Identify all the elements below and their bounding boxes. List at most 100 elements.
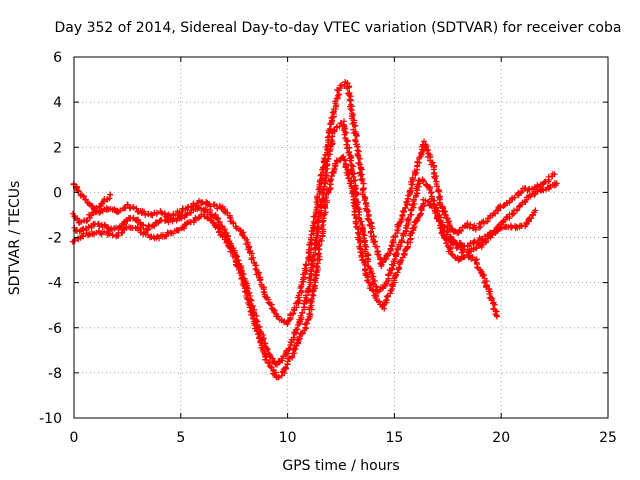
data-point — [367, 228, 374, 235]
data-point — [480, 272, 487, 279]
data-point — [472, 245, 479, 252]
data-point — [257, 276, 264, 283]
data-point — [375, 251, 382, 258]
chart-title: Day 352 of 2014, Sidereal Day-to-day VTE… — [55, 20, 622, 36]
data-point — [207, 203, 214, 210]
data-point — [239, 275, 246, 282]
data-point — [483, 282, 490, 289]
x-tick-label: 20 — [492, 430, 510, 446]
data-point — [361, 232, 368, 239]
data-point — [275, 313, 282, 320]
data-point — [250, 254, 257, 261]
data-point — [447, 248, 454, 255]
data-point — [440, 207, 447, 214]
data-point — [380, 259, 387, 266]
data-point — [93, 204, 100, 211]
x-tick-label: 5 — [176, 430, 185, 446]
data-point — [153, 234, 160, 241]
x-tick-label: 10 — [279, 430, 297, 446]
data-point — [393, 250, 400, 257]
data-point — [405, 215, 412, 222]
data-point — [369, 225, 376, 232]
x-tick-label: 25 — [599, 430, 617, 446]
series-late-branch — [438, 209, 538, 250]
data-point — [356, 239, 363, 246]
x-tick-label: 15 — [385, 430, 403, 446]
data-point — [83, 196, 90, 203]
data-point — [323, 197, 330, 204]
data-point — [107, 191, 114, 198]
data-point — [275, 374, 282, 381]
data-point — [78, 218, 85, 225]
data-point — [474, 264, 481, 271]
data-point — [399, 208, 406, 215]
data-point — [303, 261, 310, 268]
data-point — [329, 109, 336, 116]
data-point — [510, 210, 517, 217]
data-point — [433, 183, 440, 190]
data-point — [311, 213, 318, 220]
data-point — [264, 346, 271, 353]
data-point — [414, 158, 421, 165]
data-point — [356, 214, 363, 221]
data-point — [245, 244, 252, 251]
data-point — [299, 330, 306, 337]
data-point — [201, 211, 208, 218]
data-point — [403, 199, 410, 206]
data-point — [153, 210, 160, 217]
data-point — [373, 243, 380, 250]
data-point — [157, 209, 164, 216]
data-point — [359, 189, 366, 196]
data-point — [80, 193, 87, 200]
data-point — [198, 199, 205, 206]
x-tick-labels: 0 5 10 15 20 25 — [70, 430, 617, 446]
data-point — [203, 198, 210, 205]
data-point — [511, 194, 518, 201]
data-point — [315, 186, 322, 193]
data-point — [374, 248, 381, 255]
data-point — [183, 220, 190, 227]
data-point — [251, 259, 258, 266]
data-point — [397, 219, 404, 226]
data-point — [493, 226, 500, 233]
data-point — [303, 320, 310, 327]
data-point — [392, 233, 399, 240]
data-point — [435, 218, 442, 225]
data-point — [427, 190, 434, 197]
data-point — [178, 209, 185, 216]
data-point — [290, 334, 297, 341]
data-point — [231, 251, 238, 258]
data-point — [311, 283, 318, 290]
data-point — [141, 208, 148, 215]
data-point — [256, 334, 263, 341]
data-point — [371, 239, 378, 246]
y-tick-label: 2 — [53, 140, 62, 156]
data-point — [261, 350, 268, 357]
data-point — [296, 333, 303, 340]
data-point — [356, 231, 363, 238]
data-point — [344, 138, 351, 145]
data-marks — [69, 79, 560, 381]
data-point — [134, 217, 141, 224]
data-point — [172, 212, 179, 219]
data-point — [319, 218, 326, 225]
data-point — [493, 313, 500, 320]
data-point — [282, 364, 289, 371]
data-point — [243, 285, 250, 292]
data-point — [370, 233, 377, 240]
data-point — [344, 85, 351, 92]
data-point — [327, 176, 334, 183]
data-point — [358, 171, 365, 178]
data-point — [263, 356, 270, 363]
data-point — [545, 173, 552, 180]
data-point — [205, 215, 212, 222]
series-lower-envelope — [69, 153, 500, 381]
y-tick-label: -10 — [39, 411, 62, 427]
x-tick-label: 0 — [70, 430, 79, 446]
series-main-track — [71, 118, 559, 368]
data-point — [75, 188, 82, 195]
data-point — [299, 309, 306, 316]
data-point — [345, 175, 352, 182]
data-point — [500, 202, 507, 209]
data-point — [529, 212, 536, 219]
